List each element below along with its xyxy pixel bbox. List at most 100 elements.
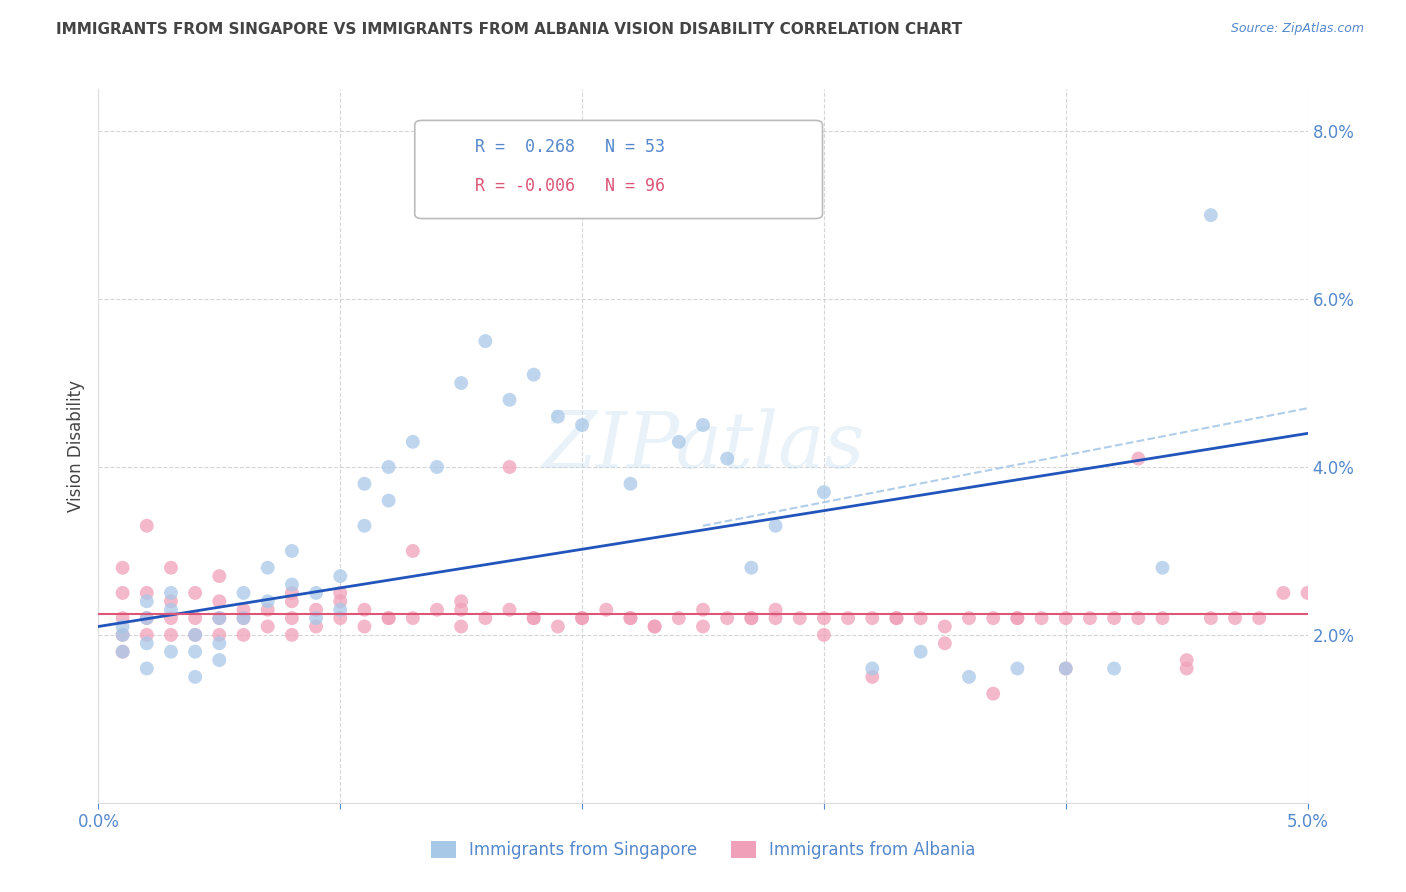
Point: [184, 645, 207, 659]
Point: [547, 409, 569, 424]
Point: [981, 687, 1004, 701]
Point: [692, 417, 714, 432]
Point: [208, 569, 231, 583]
Point: [329, 611, 352, 625]
Point: [135, 661, 157, 675]
Point: [426, 460, 449, 475]
Point: [353, 619, 375, 633]
Point: [1078, 611, 1101, 625]
Point: [957, 670, 980, 684]
Point: [813, 628, 835, 642]
Point: [547, 619, 569, 633]
Point: [111, 611, 134, 625]
Point: [329, 569, 352, 583]
Point: [281, 594, 304, 608]
Point: [934, 619, 956, 633]
Point: [860, 661, 883, 675]
Point: [1152, 611, 1174, 625]
Point: [256, 560, 278, 574]
Point: [934, 636, 956, 650]
Point: [329, 594, 352, 608]
Point: [1007, 661, 1029, 675]
Point: [377, 460, 399, 475]
Point: [450, 619, 472, 633]
Point: [860, 670, 883, 684]
Point: [692, 619, 714, 633]
Point: [329, 586, 352, 600]
Point: [208, 611, 231, 625]
Point: [498, 603, 520, 617]
Point: [498, 392, 520, 407]
Point: [837, 611, 859, 625]
Point: [765, 518, 787, 533]
Point: [1199, 208, 1222, 222]
Point: [232, 586, 254, 600]
Point: [305, 586, 328, 600]
Point: [135, 586, 157, 600]
Point: [232, 603, 254, 617]
Point: [1175, 653, 1198, 667]
Point: [740, 611, 762, 625]
Point: [256, 594, 278, 608]
Point: [740, 611, 762, 625]
Point: [208, 653, 231, 667]
Point: [1102, 661, 1125, 675]
Point: [1128, 611, 1150, 625]
Point: [353, 603, 375, 617]
Point: [111, 645, 134, 659]
Point: [910, 611, 932, 625]
Point: [1128, 451, 1150, 466]
Point: [1031, 611, 1053, 625]
Point: [1249, 611, 1271, 625]
Point: [716, 611, 738, 625]
Point: [160, 645, 183, 659]
Point: [402, 544, 425, 558]
Point: [160, 594, 183, 608]
Point: [619, 476, 641, 491]
Point: [1007, 611, 1029, 625]
Point: [523, 611, 546, 625]
Point: [377, 493, 399, 508]
Point: [135, 636, 157, 650]
Point: [1054, 611, 1077, 625]
Point: [353, 476, 375, 491]
Point: [1223, 611, 1246, 625]
Point: [498, 460, 520, 475]
Point: [450, 594, 472, 608]
Point: [256, 603, 278, 617]
Point: [595, 603, 617, 617]
Point: [184, 611, 207, 625]
Text: R =  0.268   N = 53: R = 0.268 N = 53: [475, 138, 665, 156]
Point: [184, 670, 207, 684]
Point: [184, 586, 207, 600]
Y-axis label: Vision Disability: Vision Disability: [66, 380, 84, 512]
Point: [474, 611, 496, 625]
Point: [111, 560, 134, 574]
Point: [111, 645, 134, 659]
Point: [111, 628, 134, 642]
Point: [135, 611, 157, 625]
Point: [1054, 661, 1077, 675]
Point: [1102, 611, 1125, 625]
Point: [1007, 611, 1029, 625]
Point: [135, 518, 157, 533]
Point: [135, 611, 157, 625]
Point: [377, 611, 399, 625]
Point: [619, 611, 641, 625]
Point: [716, 451, 738, 466]
Point: [208, 611, 231, 625]
Point: [232, 611, 254, 625]
Point: [281, 577, 304, 591]
Point: [886, 611, 908, 625]
Text: R = -0.006   N = 96: R = -0.006 N = 96: [475, 177, 665, 194]
Point: [571, 417, 593, 432]
Text: Source: ZipAtlas.com: Source: ZipAtlas.com: [1230, 22, 1364, 36]
Text: ZIPatlas: ZIPatlas: [541, 408, 865, 484]
Point: [668, 434, 690, 449]
Point: [208, 628, 231, 642]
Point: [860, 611, 883, 625]
Point: [281, 628, 304, 642]
Point: [232, 628, 254, 642]
Point: [765, 603, 787, 617]
Point: [886, 611, 908, 625]
